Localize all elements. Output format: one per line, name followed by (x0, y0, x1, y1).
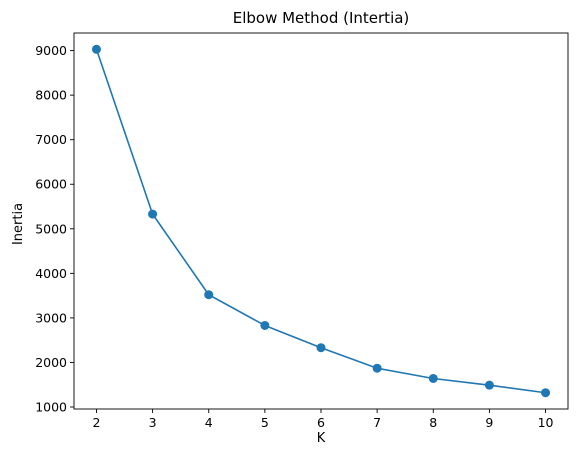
data-points (91, 44, 551, 398)
x-tick-label: 10 (538, 415, 554, 430)
data-point (372, 363, 382, 373)
y-tick-label: 4000 (35, 266, 67, 281)
y-tick-label: 6000 (35, 177, 67, 192)
y-tick-label: 7000 (35, 132, 67, 147)
x-tick-label: 6 (317, 415, 325, 430)
x-tick-label: 9 (485, 415, 493, 430)
chart-title: Elbow Method (Intertia) (233, 9, 410, 27)
data-point (148, 209, 158, 219)
x-axis: 2 3 4 5 6 7 8 9 10 (92, 409, 554, 430)
x-tick-label: 5 (261, 415, 269, 430)
data-point (428, 373, 438, 383)
data-point (260, 320, 270, 330)
y-axis-label: Inertia (11, 203, 26, 245)
x-tick-label: 8 (429, 415, 437, 430)
x-tick-label: 3 (149, 415, 157, 430)
y-tick-label: 9000 (35, 43, 67, 58)
x-tick-label: 2 (92, 415, 100, 430)
y-tick-label: 1000 (35, 399, 67, 414)
x-tick-label: 4 (205, 415, 213, 430)
data-point (91, 44, 101, 54)
y-axis: 1000 2000 3000 4000 5000 6000 7000 8000 9000 (35, 43, 74, 414)
y-tick-label: 2000 (35, 355, 67, 370)
data-point (484, 380, 494, 390)
y-tick-label: 8000 (35, 88, 67, 103)
data-point (541, 388, 551, 398)
y-tick-label: 3000 (35, 310, 67, 325)
x-axis-label: K (317, 431, 326, 446)
y-tick-label: 5000 (35, 221, 67, 236)
plot-area (73, 32, 569, 410)
data-point (204, 290, 214, 300)
data-point (316, 343, 326, 353)
x-tick-label: 7 (373, 415, 381, 430)
